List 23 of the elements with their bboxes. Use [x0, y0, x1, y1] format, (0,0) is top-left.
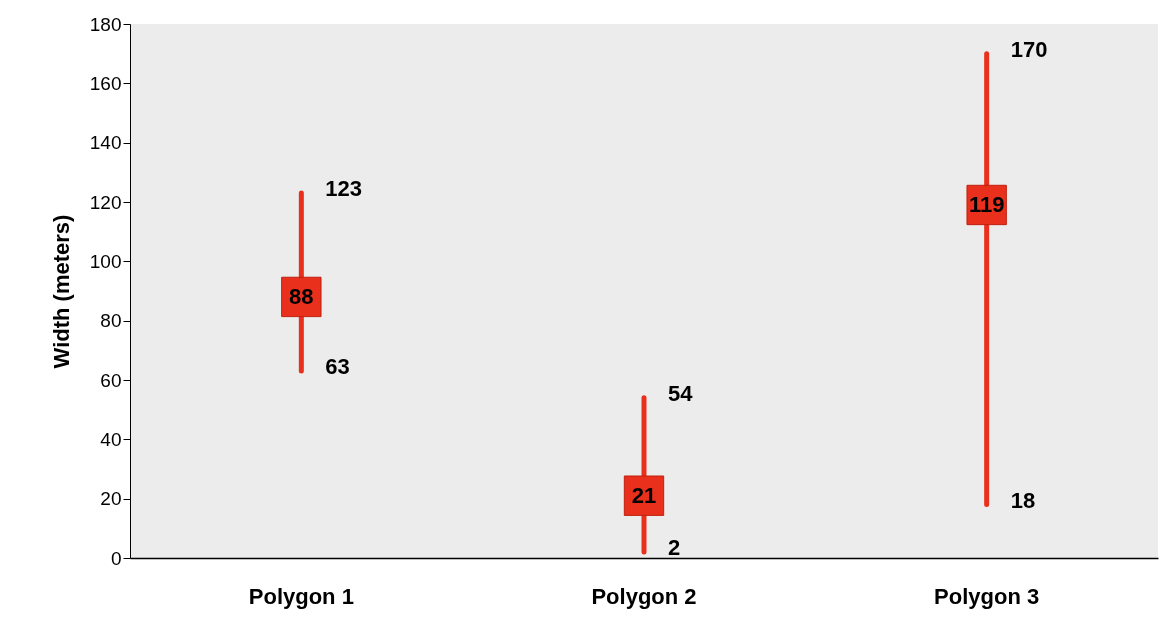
data-label: 119 — [968, 191, 1005, 217]
y-tick-label: 180 — [89, 13, 122, 35]
y-tick-label: 100 — [89, 250, 122, 272]
data-label: 21 — [631, 482, 657, 508]
y-tick-label: 140 — [89, 132, 122, 154]
y-tick-label: 20 — [100, 488, 122, 510]
y-tick-label: 80 — [100, 310, 122, 332]
x-tick-label: Polygon 2 — [591, 583, 697, 609]
y-tick-label: 40 — [100, 428, 122, 450]
y-tick-label: 120 — [89, 191, 122, 213]
y-tick-label: 60 — [100, 369, 122, 391]
annotation: 54 — [668, 380, 694, 406]
annotation: 18 — [1010, 487, 1036, 513]
annotation: 170 — [1010, 36, 1048, 62]
annotation: 2 — [668, 535, 681, 561]
y-axis-title: Width (meters) — [48, 214, 74, 369]
annotation: 123 — [325, 176, 363, 202]
data-label: 88 — [289, 283, 314, 309]
y-tick-label: 160 — [89, 72, 122, 94]
x-tick-label: Polygon 1 — [248, 583, 354, 609]
y-tick-label: 0 — [110, 547, 122, 569]
x-tick-label: Polygon 3 — [934, 583, 1040, 609]
annotation: 63 — [325, 354, 350, 380]
